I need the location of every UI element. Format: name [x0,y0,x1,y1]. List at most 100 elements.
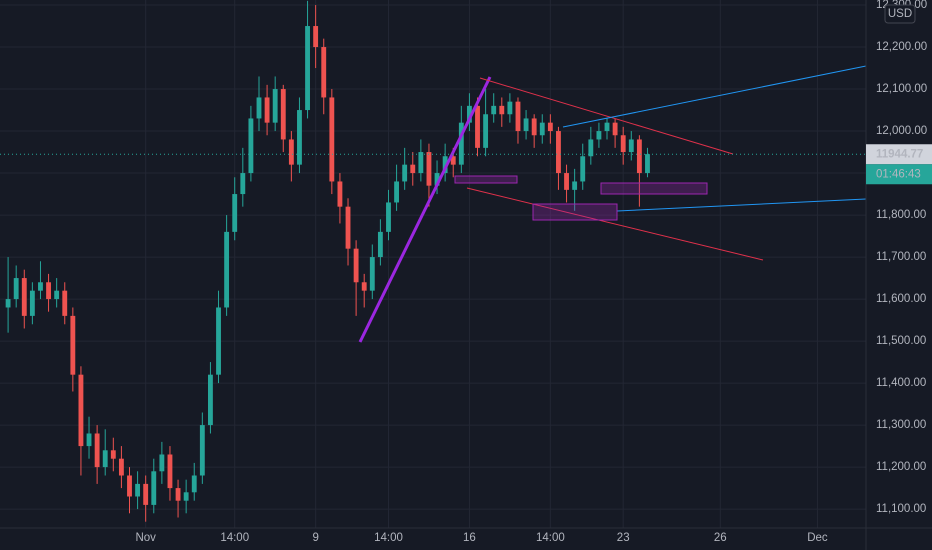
candle-body [321,47,327,98]
candle-body [531,118,537,136]
candle-body [86,433,92,447]
x-tick-label: Nov [135,532,156,544]
candle-body [256,97,262,119]
candle-body [54,290,60,300]
candle-body [596,131,602,140]
candle-body [572,181,578,190]
candle-body [377,231,383,258]
y-tick-label: 12,000.00 [876,125,927,137]
currency-label: USD [888,8,912,20]
trend-line [562,65,867,128]
candle-body [329,97,335,182]
x-tick-label: 14:00 [220,532,249,544]
candle-body [21,278,27,316]
candle-body [264,97,270,123]
candle-body [450,156,456,165]
y-tick-label: 11,400.00 [876,377,926,389]
channel-line [479,77,734,155]
candle-body [183,492,189,501]
candle-body [199,425,205,476]
x-tick-label: 26 [714,532,727,544]
candle-body [353,248,359,283]
y-tick-label: 11,200.00 [876,461,926,473]
trend-line [616,198,867,212]
candle-body [313,26,319,48]
x-tick-label: 14:00 [374,532,403,544]
candle-body [305,26,310,111]
candle-body [38,282,43,291]
candle-body [167,454,173,489]
candle-body [394,181,400,203]
candle-body [288,139,294,165]
countdown-box [866,164,932,185]
x-tick-label: 23 [617,532,630,544]
y-tick-label: 11,500.00 [876,335,926,347]
candle-body [499,105,505,115]
candle-body [458,122,464,165]
candle-body [240,173,246,195]
candle-body [434,173,440,186]
candle-body [547,122,553,132]
candle-body [143,483,149,505]
candle-body [248,118,254,174]
candle-body [580,156,586,182]
candle-body [523,118,529,132]
candle-body [588,139,594,157]
candle-body [5,299,11,308]
candle-body [135,483,141,497]
candle-body [127,475,132,497]
candle-body [636,139,642,174]
candle-body [102,450,108,468]
currency-box [884,4,916,24]
candle-body [442,156,448,174]
candle-body [208,374,213,426]
x-tick-label: 9 [312,532,318,544]
candle-body [612,122,618,136]
candle-body [515,101,521,132]
candle-body [94,433,100,468]
countdown-label: 01:46:43 [876,168,921,180]
candle-body [345,206,351,249]
candle-body [604,122,610,132]
candle-body [216,307,221,375]
candle-body [507,101,513,115]
y-tick-label: 11,800.00 [876,209,926,221]
grid [0,0,866,528]
candle-body [151,471,157,505]
candle-body [466,105,472,123]
drawings [358,65,867,343]
candle-body [280,89,286,140]
candle-body [337,181,343,207]
x-tick-label: 16 [463,532,476,544]
candle-body [159,454,165,472]
candle-body [645,154,650,174]
candle-body [539,122,545,136]
candle-body [118,458,124,476]
candle-body [110,450,116,459]
candle-body [564,173,569,190]
candle-body [386,202,391,232]
candle-body [232,194,238,232]
candle-body [402,164,408,182]
candle-body [272,89,278,123]
price-label-box [866,144,932,165]
candle-body [628,139,634,153]
candle-body [620,135,626,153]
y-tick-label: 12,200.00 [876,41,927,53]
candle-body [62,290,68,316]
zone [600,182,708,195]
candle-body [556,131,561,174]
candle-body [29,290,35,316]
y-tick-label: 11,100.00 [876,503,926,515]
price-label: 11944.77 [876,148,923,160]
candle-body [475,105,480,148]
zone [454,175,518,184]
candle-body [46,282,51,300]
candle-body [410,164,416,174]
candle-body [418,152,424,174]
zone [532,203,618,221]
y-tick-label: 11,600.00 [876,293,926,305]
